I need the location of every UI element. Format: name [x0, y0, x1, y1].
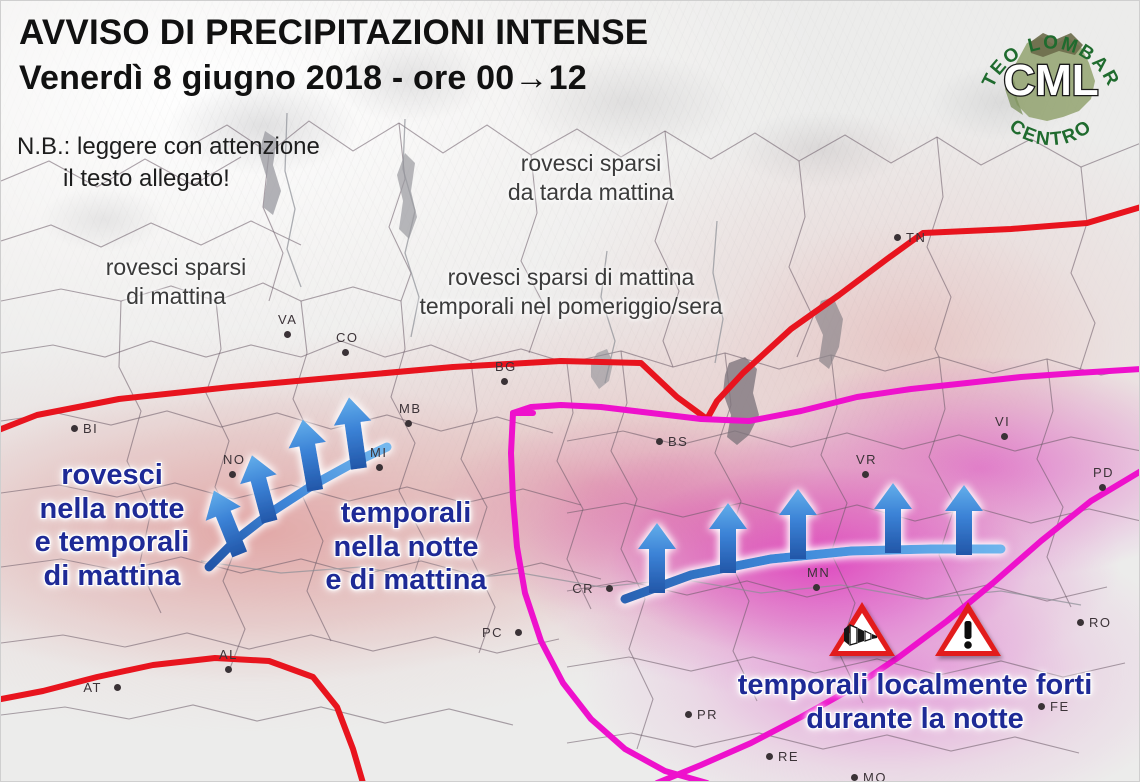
city-label: PD — [1093, 465, 1115, 480]
city-label: BG — [495, 359, 517, 374]
city-dot-icon — [515, 629, 522, 636]
city-label: RO — [1089, 615, 1112, 630]
logo-ring-text-bottom: CENTRO — [1005, 116, 1096, 151]
city-dot-icon — [656, 438, 663, 445]
annotation-rovesci-notte-temporali-mattina: rovesci nella notte e temporali di matti… — [34, 459, 190, 592]
wind-arrow-e2 — [709, 503, 747, 573]
city-label: VR — [856, 452, 878, 467]
annotation-rovesci-temporali-pomeriggio-sera: rovesci sparsi di mattina temporali nel … — [419, 264, 723, 320]
province-boundaries — [1, 120, 1139, 754]
generic-warning-icon — [935, 602, 1001, 656]
city-label: MN — [807, 565, 831, 580]
city-label: RE — [778, 749, 800, 764]
city-label: MB — [399, 401, 422, 416]
city-label: TN — [906, 230, 927, 245]
city-dot-icon — [71, 425, 78, 432]
city-dot-icon — [1038, 703, 1045, 710]
wind-arrow-e1 — [638, 523, 676, 593]
city-label: CR — [572, 581, 594, 596]
city-dot-icon — [225, 666, 232, 673]
wind-arrow-e3 — [779, 489, 817, 559]
strong-wind-warning-icon — [829, 602, 895, 656]
city-dot-icon — [1099, 484, 1106, 491]
note-line-2: il testo allegato! — [63, 165, 230, 192]
annotation-rovesci-sparsi-tarda-mattina: rovesci sparsi da tarda mattina — [507, 150, 675, 206]
annotation-temporali-notte-mattina: temporali nella notte e di mattina — [325, 497, 487, 597]
city-dot-icon — [1001, 433, 1008, 440]
city-label: MI — [370, 445, 388, 460]
wind-arrow-w2 — [240, 455, 278, 524]
wind-arrow-w3 — [288, 419, 326, 492]
city-label: VI — [995, 414, 1011, 429]
cml-logo: METEO LOMBARDO CENTRO CML — [971, 3, 1121, 151]
city-dot-icon — [114, 684, 121, 691]
city-dot-icon — [606, 585, 613, 592]
city-dot-icon — [862, 471, 869, 478]
city-label: BS — [668, 434, 689, 449]
city-label: VA — [278, 312, 298, 327]
city-label: NO — [223, 452, 246, 467]
city-label: AT — [83, 680, 102, 695]
annotation-rovesci-sparsi-di-mattina-ovest: rovesci sparsi di mattina — [105, 254, 247, 310]
wind-arrow-w4 — [333, 397, 372, 470]
city-dot-icon — [851, 774, 858, 781]
city-dot-icon — [229, 471, 236, 478]
city-label: PR — [697, 707, 719, 722]
city-label: BI — [83, 421, 99, 436]
wind-arrow-w1 — [205, 490, 248, 558]
city-label: MO — [863, 770, 887, 782]
page-title: AVVISO DI PRECIPITAZIONI INTENSE — [19, 13, 649, 52]
magenta-intense-boundary — [508, 366, 1139, 781]
front-arrows-east — [620, 483, 1006, 604]
city-dot-icon — [376, 464, 383, 471]
city-dot-icon — [342, 349, 349, 356]
city-dot-icon — [766, 753, 773, 760]
city-dot-icon — [284, 331, 291, 338]
front-arrows-west — [204, 397, 392, 572]
page-subtitle: Venerdì 8 giugno 2018 - ore 00→12 — [19, 59, 587, 97]
lakes — [259, 131, 843, 445]
city-label: CO — [336, 330, 359, 345]
city-dot-icon — [894, 234, 901, 241]
wind-arrow-e5 — [945, 485, 983, 555]
wind-arrow-e4 — [874, 483, 912, 553]
lombardy-silhouette — [1005, 33, 1095, 121]
city-dot-icon — [813, 584, 820, 591]
city-dot-icon — [501, 378, 508, 385]
city-dot-icon — [685, 711, 692, 718]
city-label: FE — [1050, 699, 1070, 714]
city-dot-icon — [405, 420, 412, 427]
city-dot-icon — [1077, 619, 1084, 626]
annotation-temporali-localmente-forti: temporali localmente forti durante la no… — [737, 669, 1093, 735]
city-label: AL — [219, 647, 238, 662]
logo-center-text: CML — [1003, 56, 1098, 105]
city-label: PC — [481, 625, 503, 640]
note-line-1: N.B.: leggere con attenzione — [17, 133, 320, 160]
